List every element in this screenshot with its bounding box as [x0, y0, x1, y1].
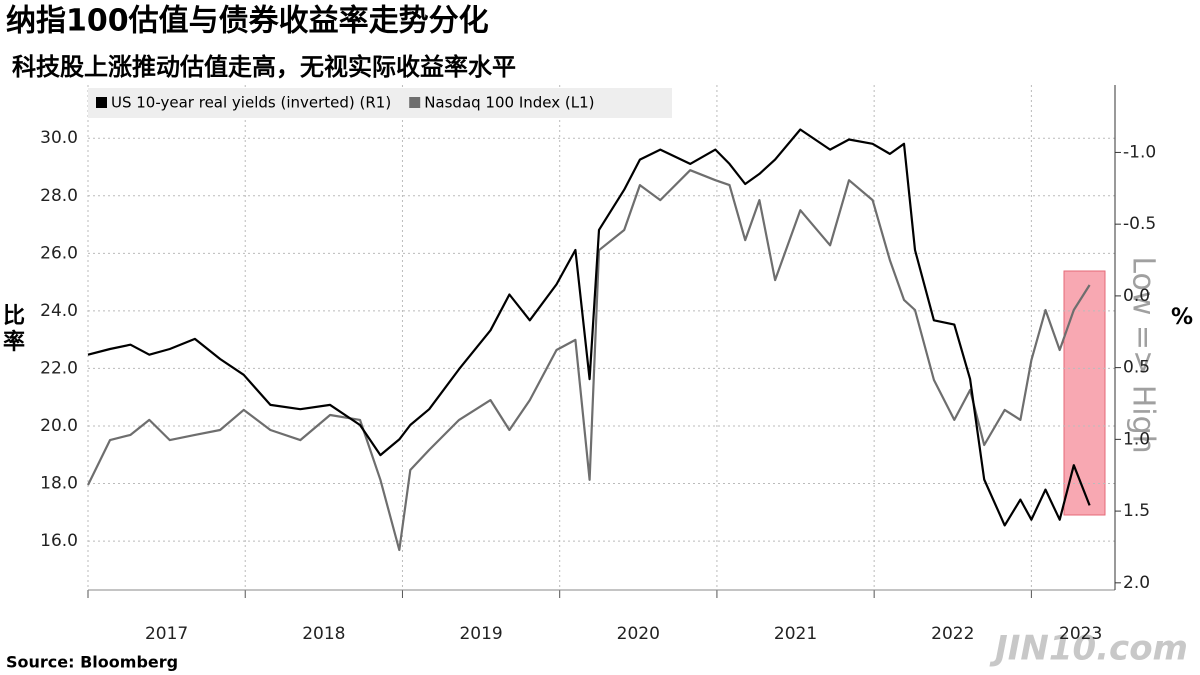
y2-tick-label: 1.0: [1123, 429, 1150, 449]
y-tick-label: 20.0: [40, 416, 78, 436]
y2-axis-label: %: [1171, 305, 1193, 330]
y-tick-label: 30.0: [40, 128, 78, 148]
legend-label: Nasdaq 100 Index (L1): [424, 94, 594, 112]
y-tick-label: 22.0: [40, 358, 78, 378]
x-tick-label: 2019: [459, 624, 502, 644]
x-tick-label: 2020: [617, 624, 660, 644]
y2-tick-label: 0.5: [1123, 358, 1150, 378]
y2-tick-label: 2.0: [1123, 573, 1150, 593]
x-tick-label: 2018: [302, 624, 345, 644]
y2-tick-label: 0.0: [1123, 286, 1150, 306]
source: Source: Bloomberg: [6, 653, 178, 672]
x-tick-label: 2022: [931, 624, 974, 644]
legend-swatch: [96, 97, 107, 108]
y2-tick-label: -0.5: [1123, 214, 1156, 234]
y-tick-label: 24.0: [40, 301, 78, 321]
legend-label: US 10-year real yields (inverted) (R1): [111, 94, 391, 112]
x-tick-label: 2023: [1059, 624, 1102, 644]
chart-title: 纳指100估值与债券收益率走势分化: [6, 4, 489, 39]
y2-tick-label: 1.5: [1123, 501, 1150, 521]
y-tick-label: 18.0: [40, 474, 78, 494]
series-line: [87, 169, 1091, 552]
direction-annotation: Low => High: [1126, 256, 1161, 453]
y-tick-label: 28.0: [40, 186, 78, 206]
y-tick-label: 26.0: [40, 243, 78, 263]
legend-swatch: [409, 97, 421, 108]
x-tick-label: 2017: [145, 624, 188, 644]
watermark: JIN10.com: [989, 629, 1188, 669]
x-tick-label: 2021: [774, 624, 817, 644]
y2-tick-label: -1.0: [1123, 142, 1156, 162]
series-line: [87, 128, 1091, 527]
legend-background: [88, 88, 672, 118]
y-axis-label: 比率: [3, 304, 25, 355]
chart-subtitle: 科技股上涨推动估值走高，无视实际收益率水平: [12, 53, 516, 81]
y-tick-label: 16.0: [40, 531, 78, 551]
legend: US 10-year real yields (inverted) (R1) Na…: [88, 88, 672, 118]
